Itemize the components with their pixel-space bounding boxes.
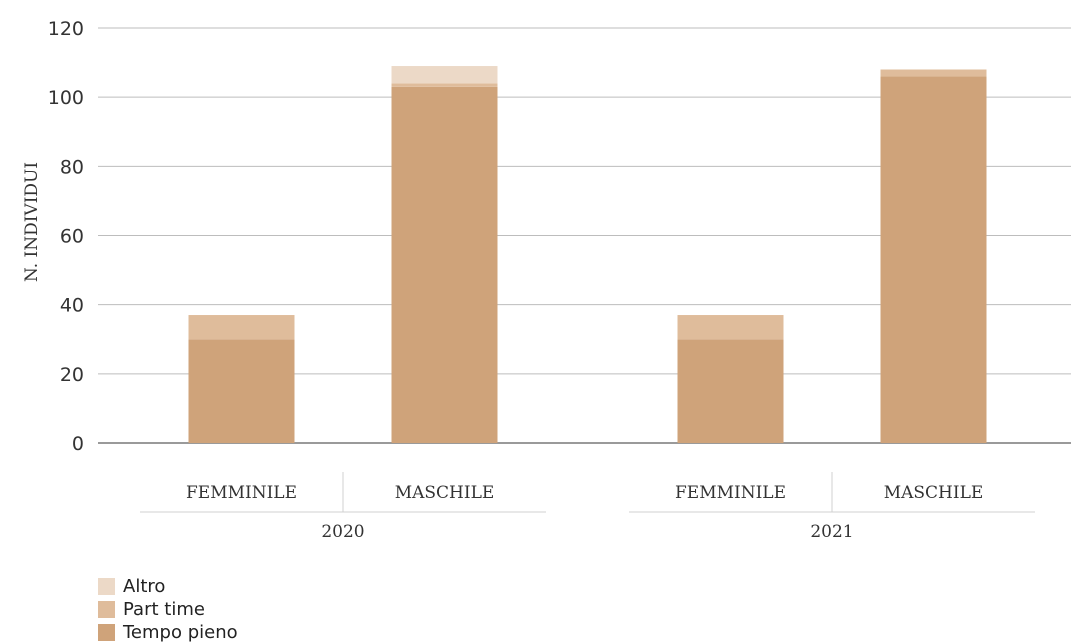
legend-swatch <box>98 601 115 618</box>
bar-segment-part-time <box>188 315 295 340</box>
x-category-label: MASCHILE <box>395 483 495 503</box>
legend-swatch <box>98 624 115 641</box>
y-tick-label: 20 <box>60 364 84 386</box>
y-tick-label: 120 <box>48 18 84 40</box>
legend-label: Part time <box>123 599 205 620</box>
bar-segment-tempo-pieno <box>677 339 784 443</box>
bar-segment-part-time <box>677 315 784 340</box>
x-group-label: 2020 <box>321 522 364 542</box>
x-category-label: MASCHILE <box>884 483 984 503</box>
y-tick-label: 40 <box>60 295 84 317</box>
bar-segment-tempo-pieno <box>880 76 987 444</box>
y-tick-label: 100 <box>48 87 84 109</box>
bars <box>188 66 987 444</box>
bar-segment-tempo-pieno <box>391 86 498 444</box>
legend-item: Altro <box>98 575 238 598</box>
legend-swatch <box>98 578 115 595</box>
bar-segment-tempo-pieno <box>188 339 295 443</box>
x-group-label: 2021 <box>810 522 853 542</box>
legend-item: Tempo pieno <box>98 621 238 644</box>
stacked-bar-chart: 0 20 40 60 80 100 120 N. INDIVIDUI FEMMINILE MA… <box>22 18 1071 542</box>
y-tick-label: 0 <box>72 433 84 455</box>
bar-segment-part-time <box>391 83 498 87</box>
y-axis-ticks: 0 20 40 60 80 100 120 <box>48 18 84 455</box>
x-category-label: FEMMINILE <box>675 483 786 503</box>
bar-segment-altro <box>391 66 498 84</box>
x-category-label: FEMMINILE <box>186 483 297 503</box>
x-axis-categories: FEMMINILE MASCHILE 2020 FEMMINILE MASCHILE 20… <box>140 472 1035 542</box>
legend-item: Part time <box>98 598 238 621</box>
y-tick-label: 60 <box>60 226 84 248</box>
legend-label: Tempo pieno <box>123 622 238 643</box>
bar-segment-part-time <box>880 69 987 77</box>
legend: Altro Part time Tempo pieno <box>98 575 238 644</box>
y-axis-label: N. INDIVIDUI <box>22 162 42 282</box>
y-tick-label: 80 <box>60 156 84 178</box>
legend-label: Altro <box>123 576 166 597</box>
